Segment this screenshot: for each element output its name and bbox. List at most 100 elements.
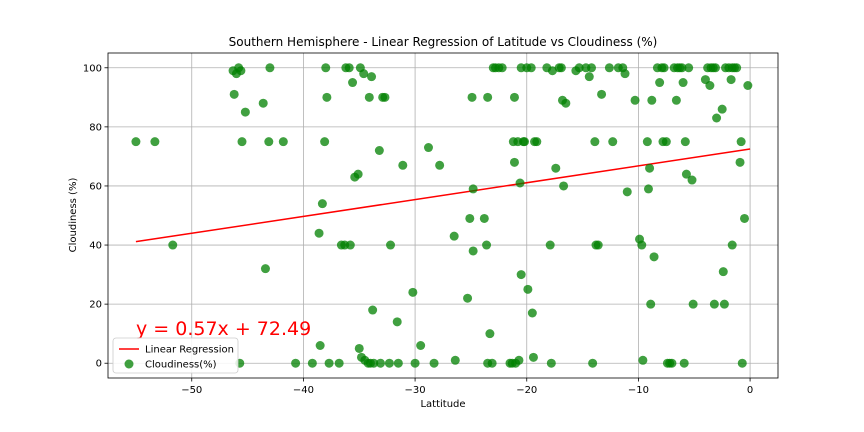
data-point xyxy=(435,160,445,170)
data-point xyxy=(684,63,694,73)
legend: Linear Regression Cloudiness(%) xyxy=(112,337,239,374)
data-point xyxy=(483,92,493,102)
data-point xyxy=(546,358,556,368)
data-point xyxy=(620,69,630,79)
data-point xyxy=(649,252,659,262)
data-point xyxy=(497,63,507,73)
data-point xyxy=(353,169,363,179)
data-point xyxy=(743,81,753,90)
data-point xyxy=(384,358,394,368)
data-point xyxy=(467,92,477,102)
data-point xyxy=(727,240,737,250)
data-point xyxy=(523,284,533,294)
data-point xyxy=(574,63,584,73)
data-point xyxy=(315,341,325,350)
data-point xyxy=(334,358,344,368)
data-point xyxy=(380,92,390,102)
data-point xyxy=(509,92,519,102)
x-axis-ticks: −50 −40 −30 −20 −10 0 xyxy=(181,378,753,396)
data-point xyxy=(392,317,402,327)
data-point xyxy=(608,137,618,147)
data-point xyxy=(622,187,632,197)
data-point xyxy=(369,358,379,368)
y-axis-ticks: 0 20 40 60 80 100 xyxy=(83,63,108,370)
data-point xyxy=(468,184,478,194)
data-point xyxy=(638,355,648,365)
data-point xyxy=(479,213,489,223)
data-point xyxy=(681,169,691,179)
data-point xyxy=(527,308,537,318)
data-point xyxy=(150,137,160,147)
data-point xyxy=(509,157,519,167)
data-point xyxy=(646,299,656,309)
data-point xyxy=(429,358,439,368)
data-point xyxy=(659,63,669,73)
data-point xyxy=(705,81,715,90)
x-tick-label: −50 xyxy=(181,385,202,396)
data-point xyxy=(642,137,652,147)
data-point xyxy=(345,240,355,250)
x-tick-label: −40 xyxy=(293,385,314,396)
data-point xyxy=(561,98,571,108)
data-point xyxy=(264,137,274,147)
data-point xyxy=(450,355,460,365)
data-point xyxy=(735,157,745,167)
data-point xyxy=(260,264,270,274)
data-point xyxy=(344,63,354,73)
data-point xyxy=(236,66,246,76)
data-point xyxy=(647,95,657,105)
data-point xyxy=(726,75,736,85)
data-point xyxy=(354,343,364,353)
data-point xyxy=(386,240,396,250)
y-tick-label: 100 xyxy=(83,63,102,74)
data-point xyxy=(291,358,301,368)
data-point xyxy=(712,113,722,123)
data-point xyxy=(449,231,459,241)
data-point xyxy=(688,299,698,309)
data-point xyxy=(374,146,384,155)
y-tick-label: 80 xyxy=(89,122,102,133)
data-point xyxy=(278,137,288,147)
data-point xyxy=(314,228,324,238)
data-point xyxy=(168,240,178,250)
y-axis-label: Cloudiness (%) xyxy=(68,178,79,253)
data-point xyxy=(463,293,473,303)
data-point xyxy=(240,107,250,117)
data-point xyxy=(587,63,597,73)
data-point xyxy=(643,184,653,194)
data-point xyxy=(487,358,497,368)
data-point xyxy=(526,63,536,73)
data-point xyxy=(320,137,330,147)
data-point xyxy=(719,299,729,309)
data-point xyxy=(584,72,594,82)
legend-label-regression: Linear Regression xyxy=(145,345,234,356)
data-point xyxy=(324,358,334,368)
x-tick-label: 0 xyxy=(747,385,753,396)
y-tick-label: 20 xyxy=(89,300,102,311)
data-point xyxy=(317,199,327,209)
data-point xyxy=(532,137,542,147)
data-point xyxy=(482,240,492,250)
plot-area-frame xyxy=(107,52,779,379)
chart-title: Southern Hemisphere - Linear Regression … xyxy=(229,35,658,49)
data-point xyxy=(732,63,742,73)
data-point xyxy=(667,358,677,368)
data-point xyxy=(514,355,524,365)
data-point xyxy=(465,213,475,223)
data-point xyxy=(516,270,526,280)
data-point xyxy=(559,181,569,191)
data-point xyxy=(709,299,719,309)
data-point xyxy=(307,358,317,368)
legend-box xyxy=(112,337,239,374)
x-axis-label: Lattitude xyxy=(420,399,465,410)
data-point xyxy=(590,137,600,147)
data-point xyxy=(645,163,655,173)
regression-equation: y = 0.57x + 72.49 xyxy=(136,318,311,340)
data-point xyxy=(408,287,418,297)
data-point xyxy=(597,89,607,99)
data-point xyxy=(423,143,433,153)
data-point xyxy=(364,92,374,102)
data-point xyxy=(547,66,557,76)
data-point xyxy=(551,163,561,173)
